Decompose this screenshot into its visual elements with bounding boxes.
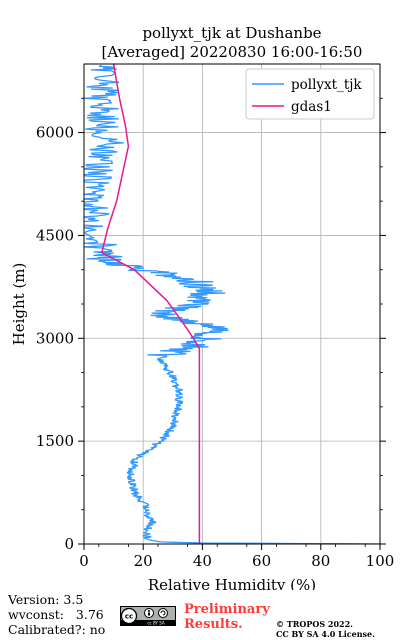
- copyright-line-2: CC BY SA 4.0 License.: [276, 629, 375, 639]
- series-line-pollyxt-tjk: [84, 64, 380, 544]
- preliminary-notice: Preliminary Results.: [184, 602, 270, 632]
- chart-subtitle: [Averaged] 20220830 16:00-16:50: [102, 43, 363, 61]
- x-tick-label: 40: [193, 552, 212, 570]
- y-tick-label: 3000: [36, 329, 74, 347]
- x-tick-label: 60: [252, 552, 271, 570]
- axis-ticks: 0 20 40 60 80 100 0 1500 3000 4500 6000: [36, 97, 395, 570]
- legend-label-gdas1: gdas1: [291, 99, 332, 115]
- x-tick-label: 80: [311, 552, 330, 570]
- preliminary-line-2: Results.: [184, 617, 243, 632]
- x-tick-label: 0: [79, 552, 89, 570]
- version-info: Version: 3.5 wvconst: 3.76 Calibrated?: …: [8, 592, 106, 637]
- y-tick-label: 4500: [36, 226, 74, 244]
- cc-by-sa-logo: cc cc BY SA: [120, 606, 176, 626]
- preliminary-line-1: Preliminary: [184, 602, 270, 617]
- y-tick-label: 1500: [36, 432, 74, 450]
- rh-profile-chart: 0 20 40 60 80 100 0 1500 3000 4500 6000 pollyxt_tj…: [10, 24, 395, 590]
- cc-logo-text: cc BY SA: [147, 621, 165, 626]
- x-axis-label: Relative Humidity (%): [148, 576, 316, 590]
- y-tick-label: 0: [64, 535, 74, 553]
- series-layer: [84, 64, 380, 544]
- svg-text:cc: cc: [125, 613, 133, 621]
- legend-label-pollyxt: pollyxt_tjk: [291, 77, 362, 93]
- copyright-notice: © TROPOS 2022. CC BY SA 4.0 License.: [276, 619, 375, 639]
- x-tick-label: 20: [134, 552, 153, 570]
- x-tick-label: 100: [366, 552, 395, 570]
- y-axis-label: Height (m): [10, 263, 28, 346]
- legend: pollyxt_tjk gdas1: [245, 68, 375, 120]
- y-tick-label: 6000: [36, 124, 74, 142]
- chart-title: pollyxt_tjk at Dushanbe: [142, 24, 321, 42]
- copyright-line-1: © TROPOS 2022.: [276, 619, 353, 629]
- series-line-gdas1: [101, 64, 201, 544]
